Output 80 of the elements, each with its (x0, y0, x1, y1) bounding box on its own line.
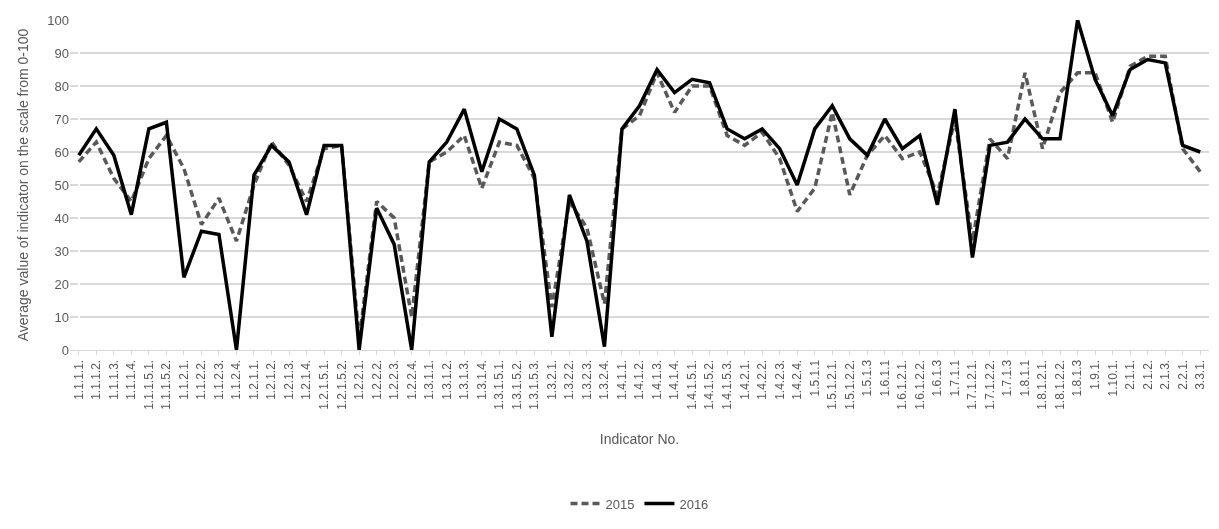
x-tick-label: 1.2.2.4. (404, 359, 419, 400)
x-tick-label: 1.3.1.3. (457, 359, 472, 400)
x-tick-label: 1.3.1.2. (439, 359, 454, 400)
x-tick-label: 1.2.1.4. (299, 359, 314, 400)
x-tick-label: 1.8.1.3 (1070, 359, 1085, 397)
x-tick-label: 1.2.2.3. (387, 359, 402, 400)
x-tick-label: 1.2.1.3. (281, 359, 296, 400)
x-tick-label: 1.10.1. (1105, 359, 1120, 397)
x-tick-label: 1.2.2.1. (352, 359, 367, 400)
x-tick-label: 2.2.1. (1175, 359, 1190, 390)
y-tick-label: 60 (54, 144, 69, 160)
x-tick-label: 2.1.1. (1123, 359, 1138, 390)
x-tick-label: 1.1.1.5.1. (141, 359, 156, 410)
y-axis-title: Average value of indicator on the scale from 0-100 (14, 28, 31, 342)
x-tick-label: 1.5.1.1 (807, 359, 822, 397)
x-tick-label: 3.3.1. (1193, 359, 1208, 390)
x-tick-label: 1.4.2.2. (755, 359, 770, 400)
y-tick-label: 30 (54, 243, 69, 259)
legend-label: 2015 (605, 496, 635, 512)
x-tick-label: 1.4.1.4. (667, 359, 682, 400)
x-tick-label: 1.5.1.3 (860, 359, 875, 397)
x-tick-label: 1.1.2.4. (229, 359, 244, 400)
y-tick-label: 90 (54, 45, 69, 61)
y-tick-label: 40 (54, 210, 69, 226)
x-tick-label: 2.1.2. (1140, 359, 1155, 390)
x-tick-label: 1.3.2.4. (597, 359, 612, 400)
y-tick-label: 50 (54, 177, 69, 193)
x-tick-label: 1.7.1.3 (1000, 359, 1015, 397)
x-tick-label: 1.6.1.1 (877, 359, 892, 397)
x-tick-label: 1.3.1.5.1. (492, 359, 507, 410)
x-tick-label: 1.4.1.5.1. (684, 359, 699, 410)
x-tick-label: 1.3.1.4. (474, 359, 489, 400)
x-tick-label: 1.4.2.3. (772, 359, 787, 400)
x-tick-label: 1.2.2.2. (369, 359, 384, 400)
x-axis-title: Indicator No. (599, 431, 680, 448)
x-tick-label: 1.4.1.5.2. (702, 359, 717, 410)
x-tick-label: 1.4.1.1. (614, 359, 629, 400)
x-tick-label: 1.8.1.1 (1017, 359, 1032, 397)
x-tick-label: 1.4.1.2. (632, 359, 647, 400)
x-tick-label: 1.9.1. (1088, 359, 1102, 390)
y-tick-label: 20 (54, 276, 69, 292)
x-tick-label: 1.5.1.2.2. (842, 359, 857, 410)
x-tick-label: 1.1.1.1. (71, 359, 86, 400)
x-tick-label: 1.1.2.1. (176, 359, 191, 400)
x-tick-label: 1.8.1.2.1. (1035, 359, 1050, 410)
x-tick-label: 1.1.2.2. (194, 359, 209, 400)
x-tick-label: 1.6.1.3 (930, 359, 945, 397)
x-tick-label: 1.1.1.4. (124, 359, 139, 400)
x-tick-label: 2.1.3. (1158, 359, 1173, 390)
x-tick-label: 1.1.1.5.2. (159, 359, 174, 410)
x-tick-label: 1.4.2.4. (790, 359, 805, 400)
y-tick-label: 80 (54, 78, 69, 94)
x-tick-label: 1.3.1.5.2. (509, 359, 524, 410)
y-tick-label: 100 (47, 12, 69, 28)
x-tick-label: 1.1.1.2. (89, 359, 104, 400)
x-tick-label: 1.4.1.3. (649, 359, 664, 400)
x-tick-label: 1.4.1.5.3. (720, 359, 735, 410)
x-tick-label: 1.3.2.3. (579, 359, 594, 400)
y-tick-label: 10 (54, 309, 69, 325)
x-tick-label: 1.8.1.2.2. (1052, 359, 1067, 410)
x-tick-label: 1.2.1.5.2. (334, 359, 349, 410)
x-tick-label: 1.7.1.1 (947, 359, 962, 397)
y-tick-label: 0 (61, 342, 69, 358)
x-tick-label: 1.3.1.5.3. (527, 359, 542, 410)
x-tick-label: 1.4.2.1. (737, 359, 752, 400)
x-tick-label: 1.5.1.2.1. (825, 359, 840, 410)
x-tick-label: 1.1.2.3. (211, 359, 226, 400)
x-tick-label: 1.7.1.2.1. (965, 359, 980, 410)
legend-label: 2016 (679, 496, 709, 512)
y-tick-label: 70 (54, 111, 69, 127)
x-tick-label: 1.3.1.1. (422, 359, 437, 400)
x-tick-label: 1.6.1.2.2. (912, 359, 927, 410)
x-tick-label: 1.7.1.2.2. (982, 359, 997, 410)
x-tick-label: 1.2.1.5.1. (316, 359, 331, 410)
x-tick-label: 1.6.1.2.1. (895, 359, 910, 410)
x-tick-label: 1.3.2.2. (562, 359, 577, 400)
x-tick-label: 1.2.1.2. (264, 359, 279, 400)
x-tick-label: 1.3.2.1. (544, 359, 559, 400)
x-tick-label: 1.2.1.1. (246, 359, 261, 400)
x-tick-label: 1.1.1.3. (106, 359, 121, 400)
